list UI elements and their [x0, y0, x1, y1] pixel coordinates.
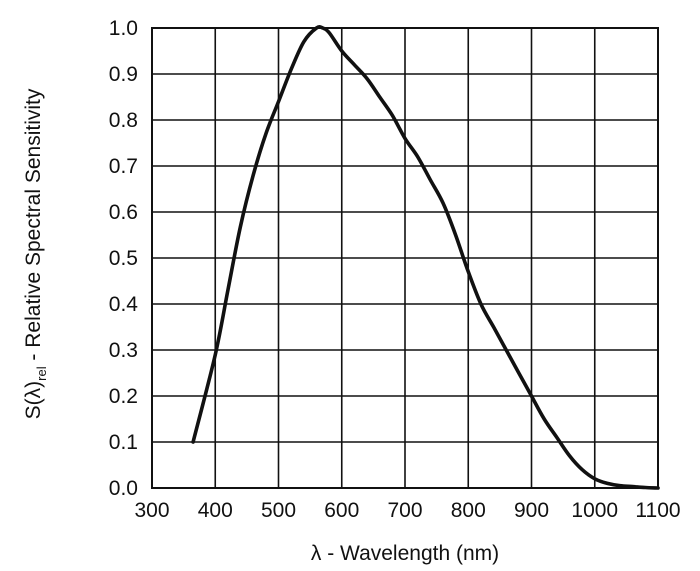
x-axis-label: λ - Wavelength (nm)	[311, 542, 499, 565]
y-tick-label: 0.9	[109, 63, 138, 86]
y-tick-label: 0.8	[109, 109, 138, 132]
x-tick-label: 600	[324, 499, 359, 522]
x-tick-label: 400	[198, 499, 233, 522]
x-tick-label: 300	[134, 499, 169, 522]
y-tick-label: 0.0	[109, 477, 138, 500]
y-tick-label: 0.6	[109, 201, 138, 224]
x-tick-label: 700	[387, 499, 422, 522]
y-axis-label-suffix: - Relative Spectral Sensitivity	[22, 88, 45, 366]
x-tick-label: 900	[514, 499, 549, 522]
y-axis-label-prefix: S(λ)	[22, 381, 45, 420]
x-tick-label: 1000	[571, 499, 618, 522]
y-axis-label-subscript: rel	[34, 366, 49, 381]
y-tick-label: 0.2	[109, 385, 138, 408]
y-tick-label: 1.0	[109, 17, 138, 40]
x-tick-label: 500	[261, 499, 296, 522]
plot-frame	[151, 27, 659, 489]
y-tick-label: 0.7	[109, 155, 138, 178]
y-tick-labels: 0.0 0.1 0.2 0.3 0.4 0.5 0.6 0.7 0.8 0.9 1.0	[109, 17, 139, 500]
y-axis-label: S(λ)rel - Relative Spectral Sensitivity	[22, 88, 49, 419]
x-tick-label: 800	[451, 499, 486, 522]
y-tick-label: 0.1	[109, 431, 138, 454]
y-tick-label: 0.4	[109, 293, 139, 316]
grid	[151, 27, 659, 489]
y-tick-label: 0.5	[109, 247, 138, 270]
x-tick-label: 1100	[635, 499, 680, 522]
x-tick-labels: 300 400 500 600 700 800 900 1000 1100	[134, 499, 680, 522]
sensitivity-curve	[191, 24, 660, 490]
y-tick-label: 0.3	[109, 339, 138, 362]
